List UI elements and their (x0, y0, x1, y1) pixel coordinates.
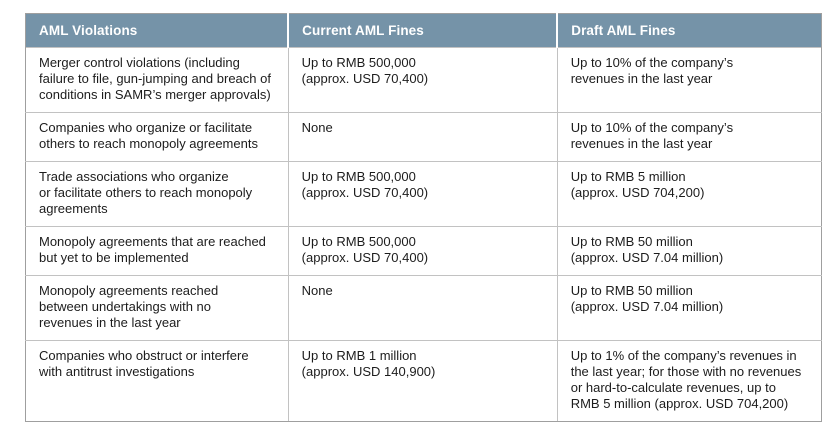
cell-draft-fine: Up to RMB 50 million (approx. USD 7.04 m… (556, 226, 823, 276)
table-row: Companies who obstruct or interfere with… (25, 340, 823, 422)
cell-draft-fine: Up to 10% of the company’s revenues in t… (556, 47, 823, 113)
cell-violation: Companies who organize or facilitate oth… (25, 112, 289, 162)
table-row: Trade associations who organize or facil… (25, 161, 823, 227)
cell-draft-fine: Up to 10% of the company’s revenues in t… (556, 112, 823, 162)
table-row: Monopoly agreements that are reached but… (25, 226, 823, 276)
cell-current-fine: Up to RMB 500,000 (approx. USD 70,400) (287, 47, 558, 113)
column-header-draft-aml-fines: Draft AML Fines (556, 13, 822, 48)
cell-draft-fine: Up to 1% of the company’s revenues in th… (556, 340, 823, 422)
cell-violation: Trade associations who organize or facil… (25, 161, 289, 227)
cell-violation: Companies who obstruct or interfere with… (25, 340, 289, 422)
cell-current-fine: Up to RMB 1 million (approx. USD 140,900… (287, 340, 558, 422)
cell-draft-fine: Up to RMB 5 million (approx. USD 704,200… (556, 161, 823, 227)
table-row: Merger control violations (including fai… (25, 47, 823, 113)
cell-draft-fine: Up to RMB 50 million (approx. USD 7.04 m… (556, 275, 823, 341)
cell-current-fine: None (287, 112, 558, 162)
cell-violation: Merger control violations (including fai… (25, 47, 289, 113)
cell-current-fine: None (287, 275, 558, 341)
table-row: Monopoly agreements reached between unde… (25, 275, 823, 341)
cell-violation: Monopoly agreements reached between unde… (25, 275, 289, 341)
column-header-current-aml-fines: Current AML Fines (287, 13, 558, 48)
cell-current-fine: Up to RMB 500,000 (approx. USD 70,400) (287, 161, 558, 227)
table-header-row: AML Violations Current AML Fines Draft A… (25, 13, 822, 48)
aml-fines-table: AML Violations Current AML Fines Draft A… (25, 13, 823, 422)
table-row: Companies who organize or facilitate oth… (25, 112, 823, 162)
cell-violation: Monopoly agreements that are reached but… (25, 226, 289, 276)
aml-fines-table-container: AML Violations Current AML Fines Draft A… (25, 13, 823, 422)
cell-current-fine: Up to RMB 500,000 (approx. USD 70,400) (287, 226, 558, 276)
column-header-aml-violations: AML Violations (25, 13, 289, 48)
